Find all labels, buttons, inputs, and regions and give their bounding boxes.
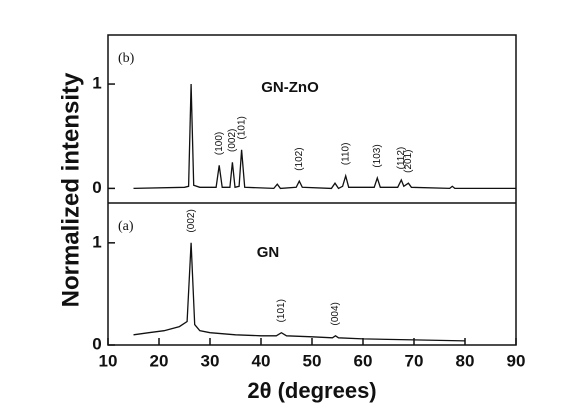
x-tick-label: 60 — [354, 351, 373, 370]
y-tick-label: 1 — [92, 74, 101, 93]
peak-label: (101) — [276, 299, 287, 322]
peak-label: (201) — [403, 149, 414, 172]
peak-label: (100) — [214, 132, 225, 155]
series-label: GN-ZnO — [261, 79, 319, 96]
panel-label: (b) — [118, 51, 135, 66]
x-tick-label: 90 — [507, 351, 526, 370]
peak-label: (103) — [372, 144, 383, 167]
peak-label: (004) — [330, 302, 341, 325]
x-tick-label: 30 — [201, 351, 220, 370]
peak-label: (002) — [186, 209, 197, 232]
peak-label: (102) — [294, 147, 305, 170]
x-tick-label: 20 — [150, 351, 169, 370]
x-tick-label: 70 — [405, 351, 424, 370]
peak-label: (002) — [227, 129, 238, 152]
series-label: GN — [257, 244, 280, 261]
y-axis-label: Normalized intensity — [57, 72, 84, 307]
x-tick-label: 40 — [252, 351, 271, 370]
y-tick-label: 1 — [92, 232, 101, 251]
x-tick-label: 50 — [303, 351, 322, 370]
peak-label: (112) — [396, 147, 407, 170]
series-line — [133, 83, 516, 190]
peak-label: (110) — [340, 143, 351, 166]
x-tick-label: 80 — [456, 351, 475, 370]
y-tick-label: 0 — [92, 178, 101, 197]
panel-label: (a) — [118, 219, 134, 234]
peak-label: (101) — [236, 116, 247, 139]
series-line — [133, 242, 466, 342]
x-tick-label: 10 — [99, 351, 118, 370]
y-tick-label: 0 — [92, 334, 101, 353]
x-axis-label: 2θ (degrees) — [247, 378, 376, 403]
